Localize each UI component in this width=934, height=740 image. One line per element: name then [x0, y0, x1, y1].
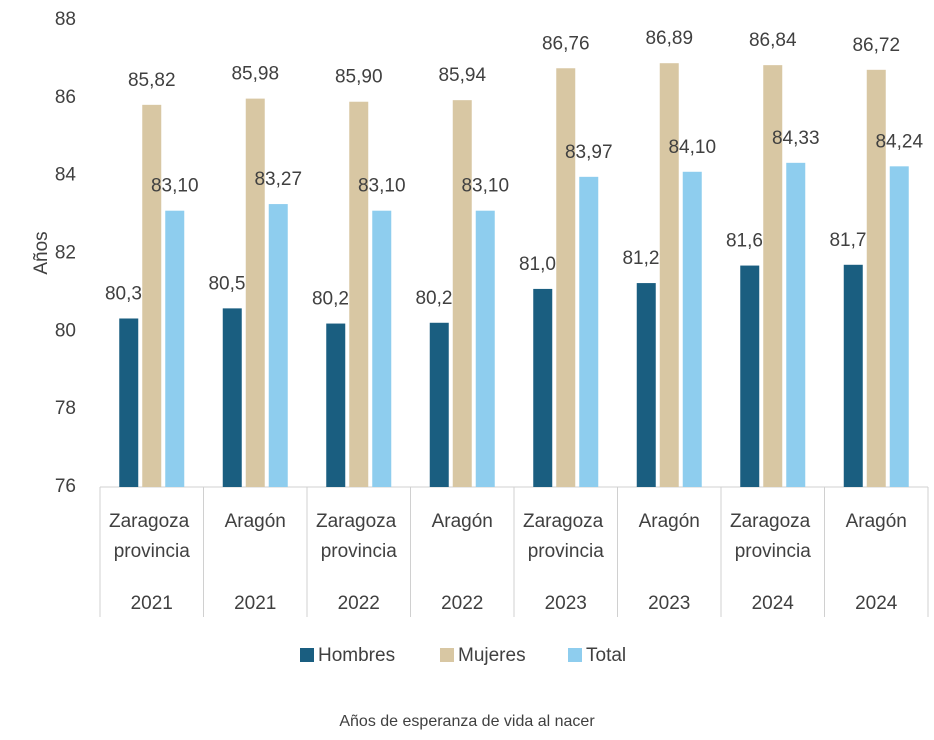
bar: [349, 101, 369, 487]
y-tick-label: 88: [55, 9, 76, 30]
bar: [533, 288, 553, 487]
data-label: 85,94: [438, 65, 486, 86]
y-axis-label: Años: [31, 231, 52, 274]
bar: [866, 69, 886, 488]
bar: [119, 318, 139, 487]
y-tick-label: 82: [55, 243, 76, 264]
legend-swatch: [300, 648, 314, 662]
y-tick-label: 80: [55, 320, 76, 341]
data-label: 86,76: [542, 33, 590, 54]
bar: [475, 210, 495, 488]
bar: [682, 171, 702, 487]
bar: [372, 210, 392, 488]
x-tick-label: Zaragoza provincia: [109, 511, 195, 562]
bar: [889, 166, 909, 487]
data-label: 83,10: [358, 176, 406, 197]
year-label: 2021: [131, 593, 173, 614]
data-label: 80,59: [208, 273, 256, 294]
data-label: 86,89: [645, 28, 693, 49]
bar: [786, 162, 806, 488]
legend-swatch: [440, 648, 454, 662]
data-label: 83,10: [461, 176, 509, 197]
year-label: 2023: [545, 593, 587, 614]
bar: [659, 63, 679, 487]
bar: [245, 98, 265, 487]
year-label: 2023: [648, 593, 690, 614]
data-label: 85,82: [128, 70, 176, 91]
bar: [222, 308, 242, 487]
year-label: 2022: [338, 593, 380, 614]
x-tick-label: Aragón: [225, 511, 286, 532]
x-tick-label: Zaragoza provincia: [316, 511, 402, 562]
year-label: 2021: [234, 593, 276, 614]
data-label: 84,33: [772, 128, 820, 149]
data-label: 81,24: [622, 248, 670, 269]
x-tick-label: Zaragoza provincia: [523, 511, 609, 562]
data-label: 80,22: [415, 288, 463, 309]
caption: Años de esperanza de vida al nacer: [339, 713, 595, 730]
data-label: 84,24: [875, 131, 923, 152]
data-label: 81,69: [726, 231, 774, 252]
data-label: 83,97: [565, 142, 613, 163]
bar: [740, 265, 760, 487]
bar: [843, 264, 863, 487]
y-tick-label: 76: [55, 476, 76, 497]
bar: [763, 65, 783, 487]
y-tick-label: 78: [55, 398, 76, 419]
x-tick-label: Aragón: [432, 511, 493, 532]
bar: [429, 322, 449, 487]
bar: [636, 283, 656, 487]
data-label: 81,09: [519, 254, 567, 275]
data-label: 84,10: [668, 137, 716, 158]
year-label: 2022: [441, 593, 483, 614]
legend-label: Mujeres: [458, 645, 526, 666]
legend-label: Total: [586, 645, 626, 666]
bar: [556, 68, 576, 488]
data-label: 80,33: [105, 284, 153, 305]
data-label: 85,98: [231, 64, 279, 85]
bar: [268, 204, 288, 487]
data-label: 83,27: [254, 169, 302, 190]
year-label: 2024: [855, 593, 898, 614]
y-tick-label: 84: [55, 165, 77, 186]
data-label: 85,90: [335, 67, 383, 88]
legend-swatch: [568, 648, 582, 662]
y-tick-label: 86: [55, 87, 76, 108]
x-tick-label: Zaragoza provincia: [730, 511, 816, 562]
legend-label: Hombres: [318, 645, 395, 666]
bar: [326, 323, 346, 487]
data-label: 86,84: [749, 30, 797, 51]
data-label: 83,10: [151, 176, 199, 197]
bar: [579, 176, 599, 487]
year-label: 2024: [752, 593, 795, 614]
bar: [165, 210, 185, 488]
data-label: 86,72: [852, 35, 900, 56]
bar: [452, 100, 472, 487]
data-label: 80,20: [312, 289, 360, 310]
data-label: 81,71: [829, 230, 877, 251]
x-tick-label: Aragón: [639, 511, 700, 532]
x-tick-label: Aragón: [846, 511, 907, 532]
bar: [142, 104, 162, 488]
